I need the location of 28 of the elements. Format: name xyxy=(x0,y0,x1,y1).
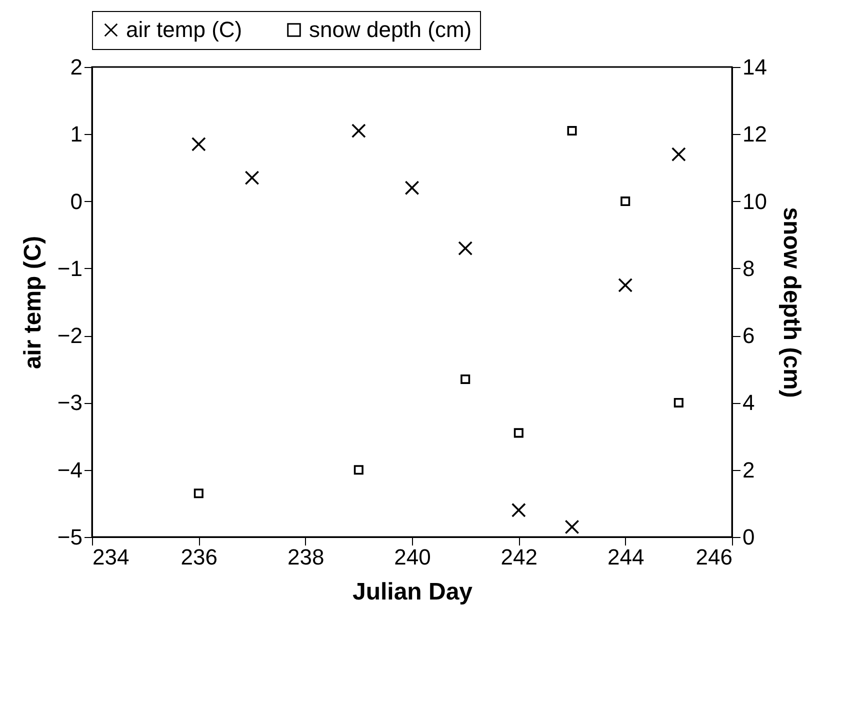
x-axis-title: Julian Day xyxy=(352,578,474,606)
x-tick-label: 238 xyxy=(287,544,324,570)
x-tick-label: 234 xyxy=(92,544,130,570)
y-tick-label: −1 xyxy=(57,256,82,281)
y-tick-label: −5 xyxy=(57,524,82,550)
y2-tick-label: 4 xyxy=(742,390,755,416)
legend-label: snow depth (cm) xyxy=(309,17,472,42)
y2-tick-label: 10 xyxy=(742,188,767,214)
legend-label: air temp (C) xyxy=(126,17,242,42)
y-tick-label: −3 xyxy=(57,390,82,416)
x-tick-label: 244 xyxy=(607,544,644,570)
y2-tick-label: 8 xyxy=(742,256,755,281)
y-axis-title: air temp (C) xyxy=(19,236,46,370)
x-tick-label: 246 xyxy=(696,544,732,570)
y-tick-label: −4 xyxy=(57,457,82,482)
x-tick-label: 240 xyxy=(394,544,431,570)
y2-tick-label: 12 xyxy=(742,122,767,147)
y-tick-label: 2 xyxy=(70,54,82,80)
y2-tick-label: 2 xyxy=(742,457,755,482)
y-tick-label: −2 xyxy=(57,323,82,348)
y2-tick-label: 0 xyxy=(742,524,755,550)
y-tick-label: 1 xyxy=(70,122,82,147)
x-tick-label: 242 xyxy=(500,544,538,570)
y2-axis-title: snow depth (cm) xyxy=(778,207,805,398)
x-tick-label: 236 xyxy=(180,544,218,570)
y2-tick-label: 6 xyxy=(742,323,755,348)
y-tick-label: 0 xyxy=(70,188,82,214)
y2-tick-label: 14 xyxy=(742,54,767,80)
